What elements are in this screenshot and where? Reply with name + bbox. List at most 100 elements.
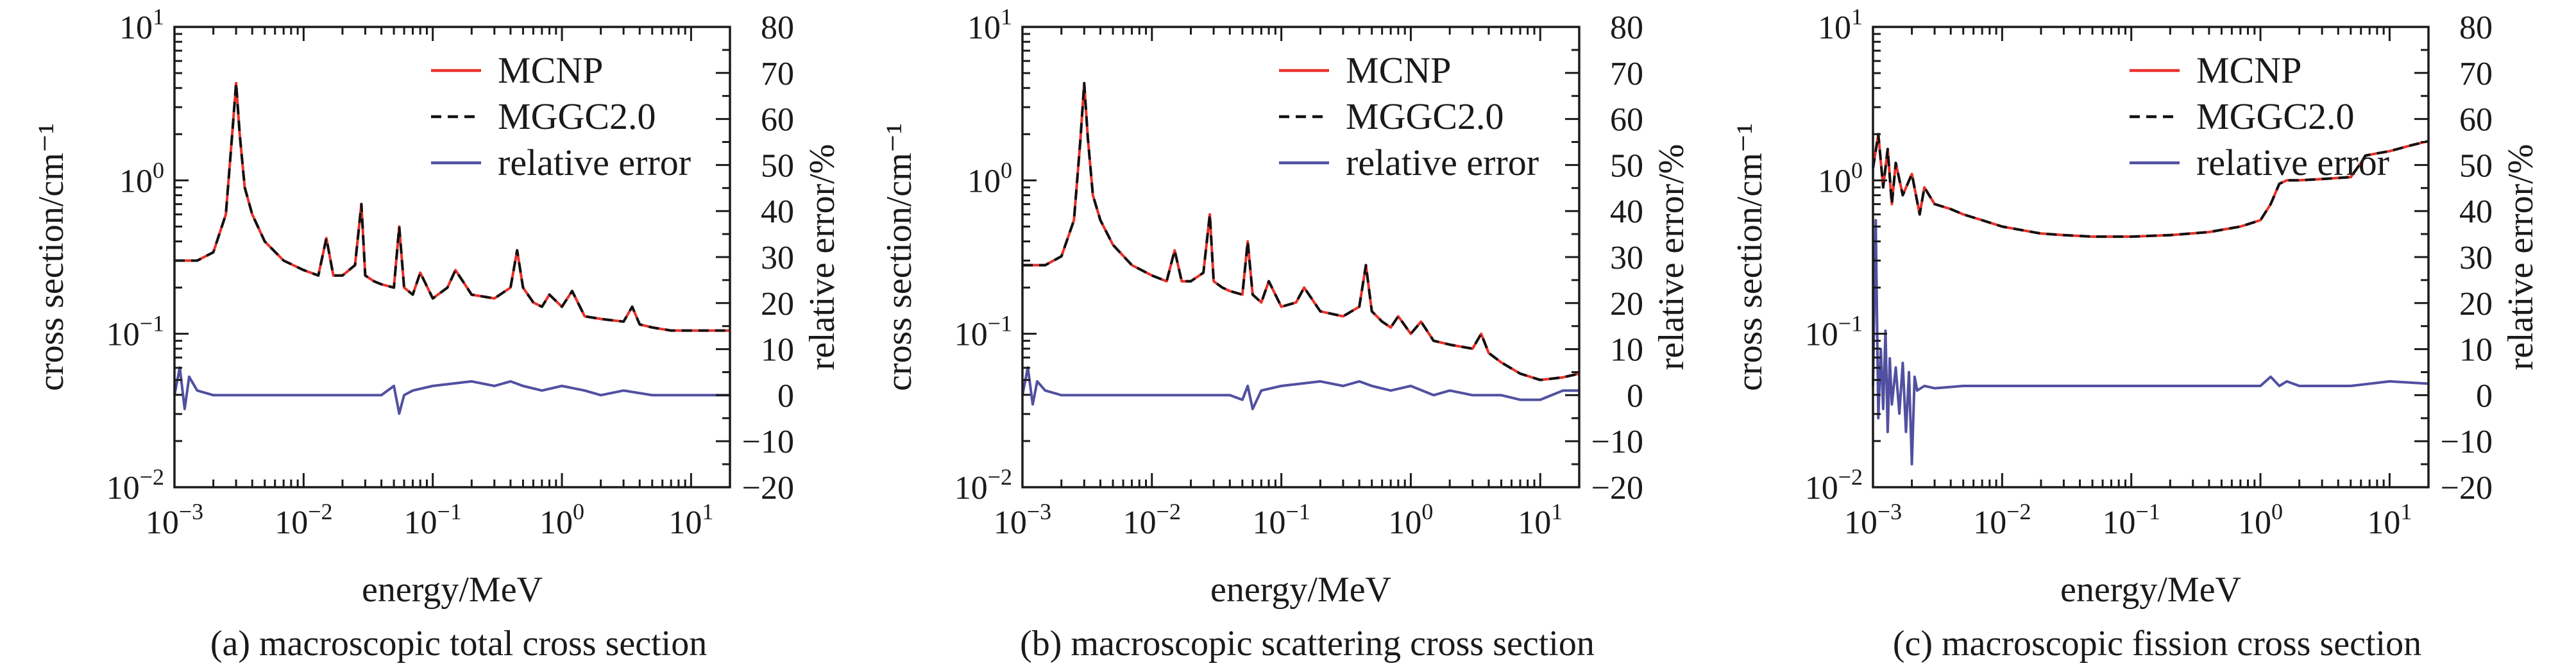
y2-tick-label: 60: [761, 102, 794, 138]
y2-tick-label: 50: [761, 147, 794, 184]
y2-tick-label: 0: [1627, 378, 1643, 414]
x-tick-label-exponent: 0: [1421, 499, 1433, 524]
x-tick-label-exponent: 1: [702, 499, 713, 524]
series-line-mggc2-0: [1022, 81, 1580, 381]
y-tick-label-base: 10: [106, 317, 140, 353]
x-tick-label: 101: [668, 499, 713, 541]
y2-tick-label: 30: [2459, 240, 2493, 276]
y2-tick-label: 20: [761, 286, 794, 322]
y-tick-label: 10−1: [1805, 311, 1863, 353]
x-tick-label-base: 10: [1973, 505, 2006, 541]
y-tick-label-base: 10: [1818, 163, 1851, 199]
y2-tick-label: −10: [742, 424, 794, 460]
y-axis-label: cross section/cm⁻¹: [31, 123, 71, 391]
x-tick-label: 101: [1518, 499, 1563, 541]
y-tick-label-base: 10: [1818, 10, 1851, 46]
y2-tick-label: 20: [1610, 286, 1643, 322]
y2-tick-label: 30: [1610, 240, 1643, 276]
x-tick-label-base: 10: [1123, 505, 1157, 541]
y2-tick-label: 20: [2459, 286, 2493, 322]
y-tick-label-exponent: 1: [153, 4, 164, 29]
y-tick-label-exponent: 0: [1851, 157, 1863, 183]
x-tick-label-exponent: −1: [437, 499, 462, 524]
legend-label: relative error: [1346, 142, 1539, 183]
series-line-mggc2-0: [1872, 133, 2429, 238]
legend: MCNP MGGC2.0 relative error: [1279, 49, 1539, 183]
x-tick-label: 10−2: [1973, 499, 2031, 541]
y-tick-label: 10−1: [954, 311, 1012, 353]
x-tick-label-exponent: 1: [1551, 499, 1563, 524]
x-tick-label-exponent: 0: [573, 499, 584, 524]
legend-label: relative error: [498, 142, 691, 183]
x-tick-label-exponent: 0: [2271, 499, 2283, 524]
panel-caption: (b) macroscopic scattering cross section: [1020, 624, 1595, 664]
y2-tick-label: 10: [1610, 332, 1643, 369]
y-axis-label: cross section/cm⁻¹: [1730, 123, 1770, 391]
y2-tick-label: −20: [742, 470, 794, 506]
x-tick-label-exponent: −3: [1027, 499, 1051, 524]
y2-tick-label: 70: [2459, 56, 2493, 92]
y-tick-label: 100: [967, 157, 1012, 199]
y-tick-label: 101: [119, 4, 164, 46]
y-tick-label-base: 10: [967, 10, 1001, 46]
series-line-relative-error: [1872, 219, 2429, 466]
legend-label: relative error: [2196, 142, 2389, 183]
x-tick-label: 101: [2367, 499, 2412, 541]
y-tick-label: 10−1: [106, 311, 164, 353]
x-tick-label-base: 10: [275, 505, 308, 541]
y-tick-label-base: 10: [106, 470, 140, 506]
y2-tick-label: 60: [2459, 102, 2493, 138]
y-tick-label-base: 10: [954, 470, 988, 506]
y2-tick-label: −10: [2441, 424, 2493, 460]
y2-tick-label: 70: [761, 56, 794, 92]
y-tick-label-exponent: 1: [1851, 4, 1863, 29]
x-tick-label-base: 10: [2103, 505, 2136, 541]
panel-caption: (a) macroscopic total cross section: [210, 624, 707, 664]
chart-panel-3: 10−3 10−2 10−1 100 10110−210−1100101−20−1001…: [1730, 4, 2541, 664]
x-tick-label-exponent: 1: [2400, 499, 2412, 524]
x-axis-label: energy/MeV: [1210, 570, 1391, 610]
y-tick-label: 100: [119, 157, 164, 199]
x-tick-label: 10−3: [146, 499, 203, 541]
x-tick-label-base: 10: [2367, 505, 2400, 541]
legend-label: MCNP: [498, 49, 603, 91]
y-tick-label-base: 10: [1805, 317, 1838, 353]
x-tick-label: 100: [1388, 499, 1433, 541]
y-tick-label: 10−2: [106, 464, 164, 506]
y-tick-label-exponent: 0: [1001, 157, 1012, 183]
x-tick-label-exponent: −1: [1285, 499, 1310, 524]
x-tick-label-base: 10: [1844, 505, 1877, 541]
y-tick-label-exponent: −2: [140, 464, 164, 490]
y2-tick-label: 10: [761, 332, 794, 369]
x-tick-label-exponent: −1: [2136, 499, 2160, 524]
y-tick-label-exponent: 1: [1001, 4, 1012, 29]
x-tick-label-base: 10: [146, 505, 179, 541]
y2-axis-label: relative error/%: [2501, 144, 2541, 371]
x-tick-label: 10−1: [404, 499, 462, 541]
y-tick-label-base: 10: [967, 163, 1001, 199]
x-tick-label-base: 10: [539, 505, 573, 541]
x-tick-label: 10−2: [1123, 499, 1181, 541]
legend-label: MCNP: [1346, 49, 1451, 91]
y-tick-label-base: 10: [954, 317, 988, 353]
y-tick-label-exponent: −1: [988, 311, 1012, 337]
legend-label: MGGC2.0: [1346, 96, 1504, 137]
x-axis-label: energy/MeV: [2060, 570, 2241, 610]
x-tick-label-base: 10: [994, 505, 1027, 541]
y2-tick-label: 0: [2476, 378, 2493, 414]
y2-tick-label: 70: [1610, 56, 1643, 92]
legend: MCNP MGGC2.0 relative error: [431, 49, 691, 183]
y2-tick-label: 10: [2459, 332, 2493, 369]
y-tick-label: 101: [1818, 4, 1863, 46]
y-tick-label-base: 10: [119, 10, 153, 46]
x-tick-label: 10−1: [1252, 499, 1310, 541]
y-tick-label-exponent: −1: [140, 311, 164, 337]
y-tick-label: 100: [1818, 157, 1863, 199]
y2-tick-label: 0: [777, 378, 794, 414]
y-tick-label-exponent: −2: [1838, 464, 1863, 490]
legend-label: MGGC2.0: [2196, 96, 2355, 137]
y-tick-label-base: 10: [1805, 470, 1838, 506]
y2-tick-label: 80: [1610, 10, 1643, 46]
x-tick-label: 10−3: [1844, 499, 1902, 541]
